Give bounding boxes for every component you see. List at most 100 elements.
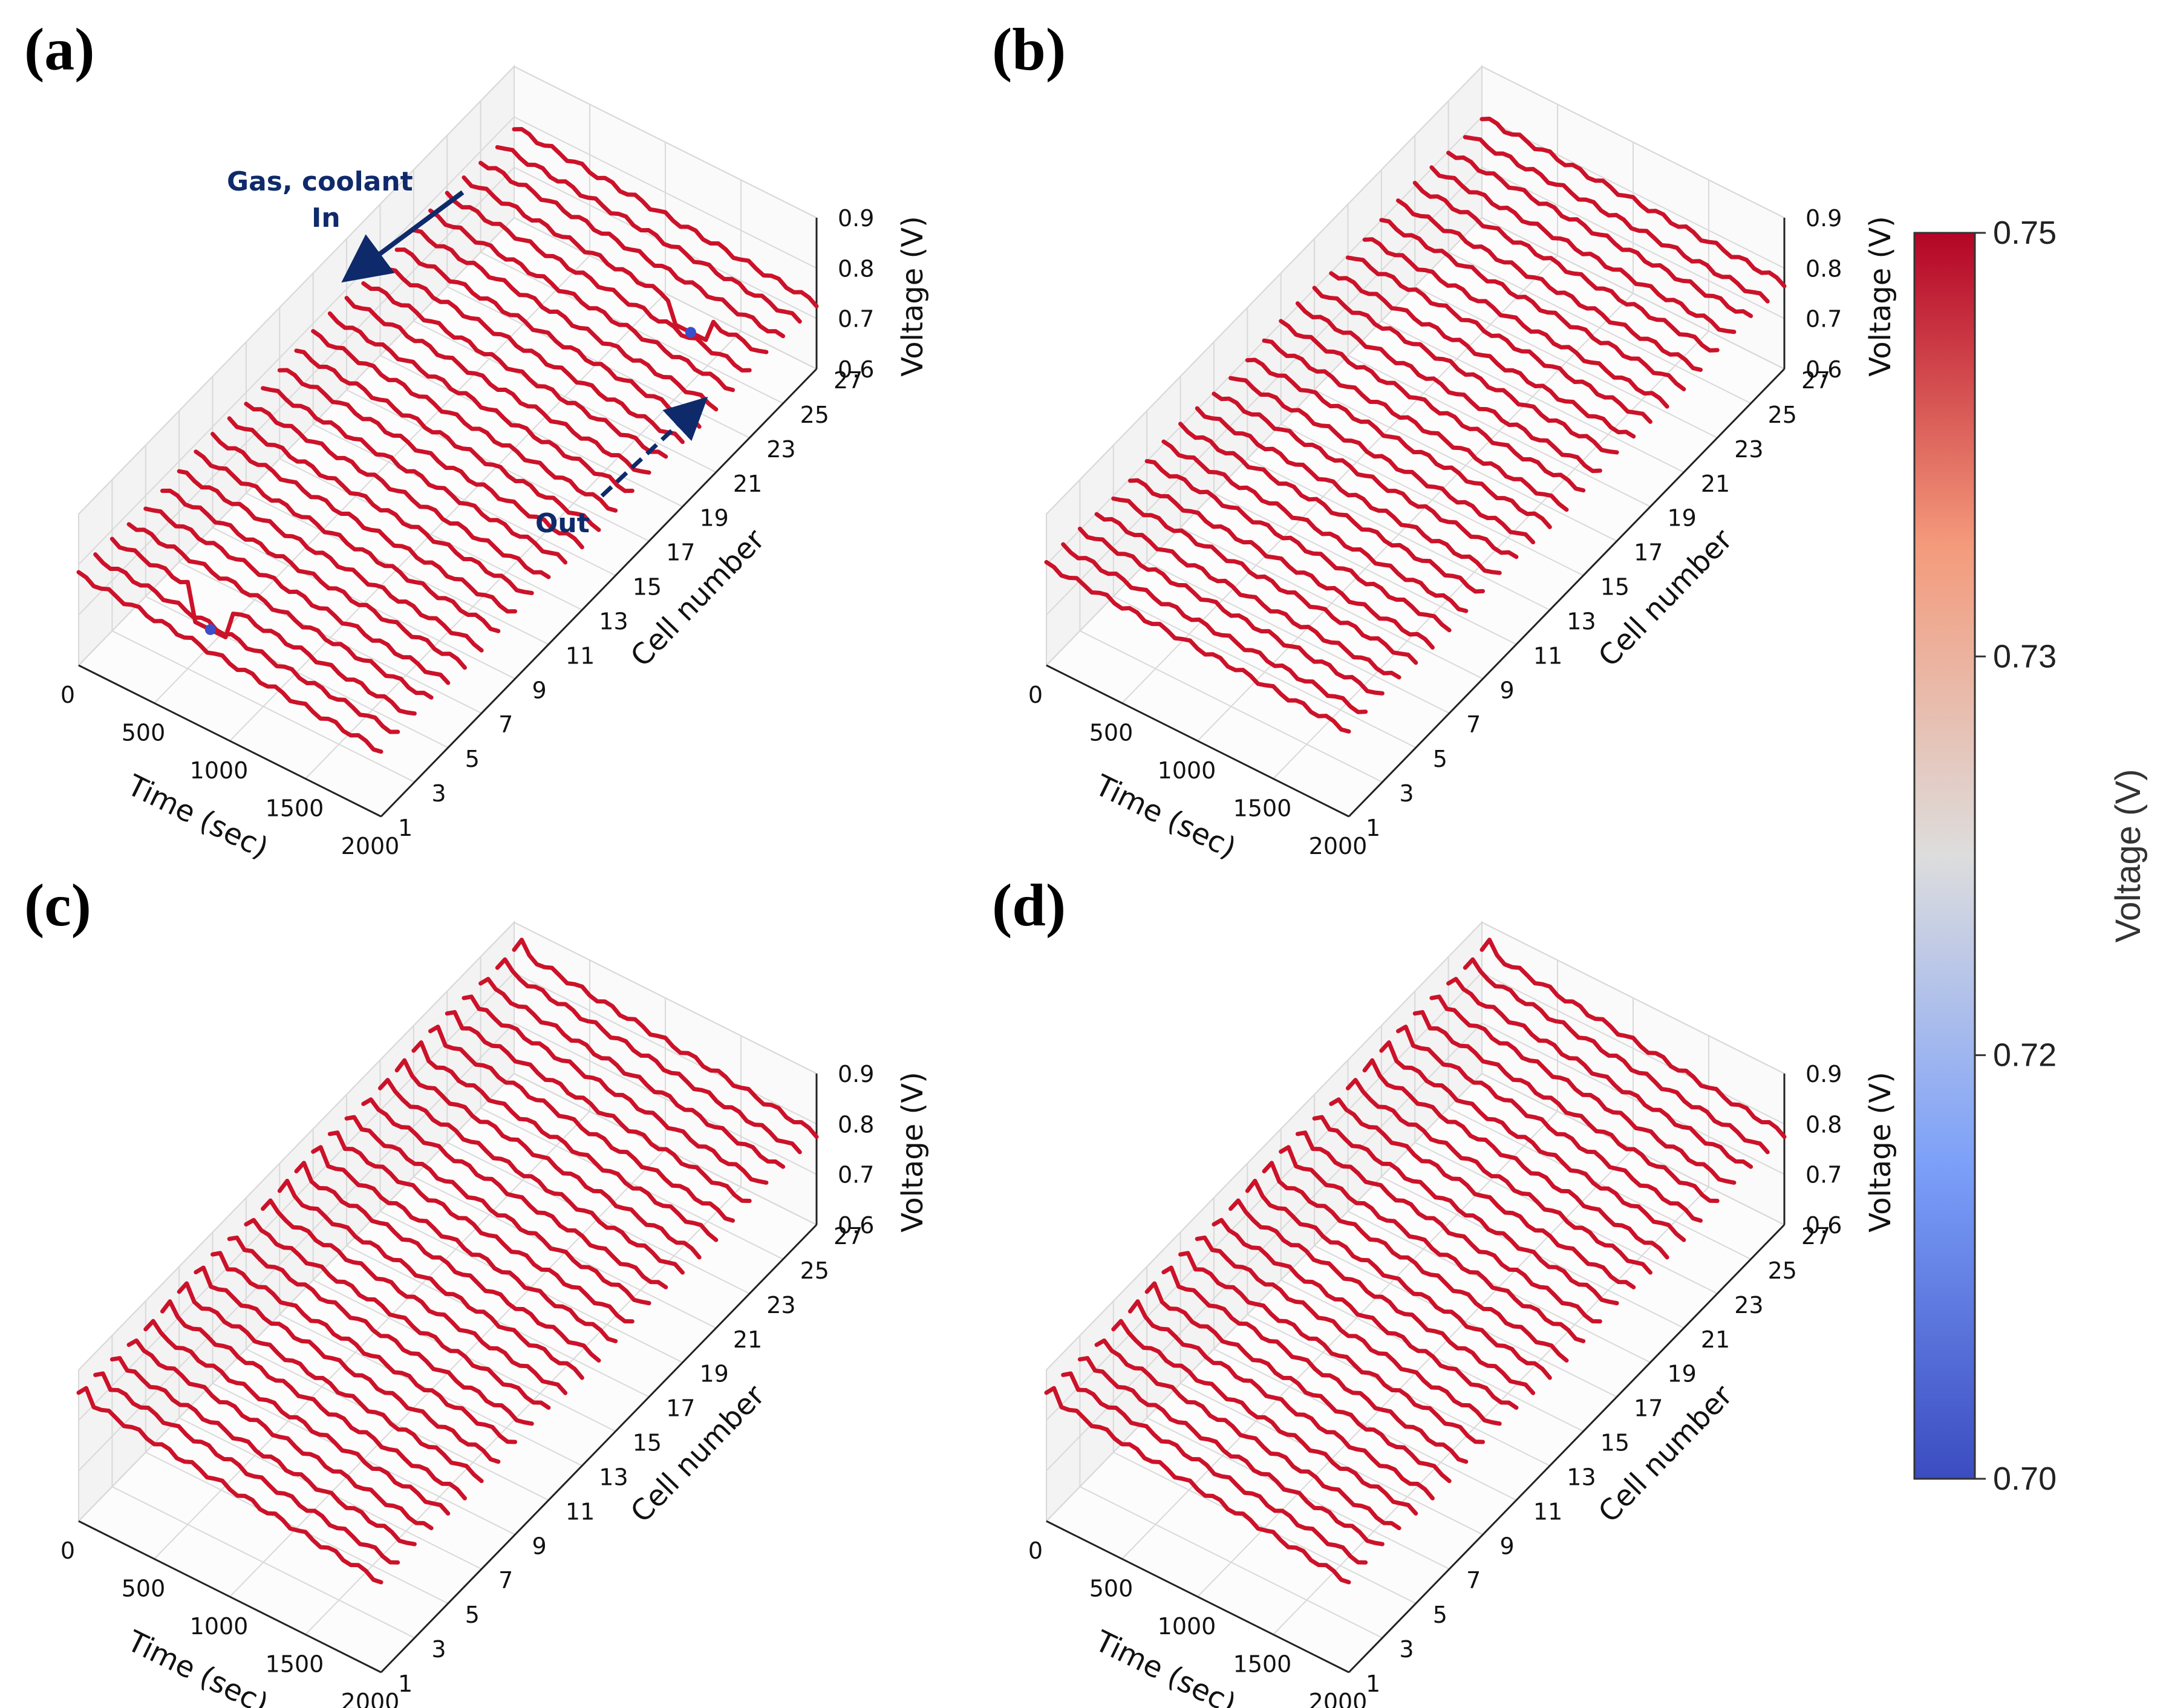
grid-line — [1348, 354, 1651, 507]
cell-trace — [1295, 301, 1602, 474]
grid-line — [1481, 66, 1785, 218]
cell-trace — [93, 552, 400, 734]
x-tick-label: 1500 — [1233, 795, 1292, 822]
grid-line — [514, 116, 817, 269]
cell-trace — [177, 1281, 484, 1484]
cell-trace — [294, 348, 601, 532]
colorbar-tick-label: 0.75 — [1993, 215, 2057, 251]
cell-trace — [1144, 1281, 1452, 1484]
y-tick-label: 27 — [1801, 1223, 1830, 1250]
cell-trace — [160, 488, 467, 670]
panel-a: (a) 050010001500200013579111315171921232… — [24, 16, 930, 865]
flow-annotations: Gas, coolant In Out — [227, 166, 708, 539]
z-tick-label: 0.6 — [838, 356, 874, 383]
arrow-gas-in — [341, 190, 465, 283]
grid-line — [413, 320, 717, 473]
cell-trace — [1077, 1356, 1385, 1547]
colorbar-tick-label: 0.70 — [1993, 1461, 2057, 1497]
colorbar: 0.75 0.73 0.72 0.70 Voltage (V) — [1913, 215, 2148, 1497]
cell-trace — [1312, 285, 1619, 455]
cell-trace — [495, 957, 802, 1155]
grid-line — [1481, 166, 1785, 319]
cell-trace — [126, 1338, 434, 1531]
cell-trace — [1161, 439, 1469, 613]
grid-line — [1280, 423, 1584, 576]
colorbar-tick-label: 0.72 — [1993, 1037, 2057, 1074]
z-tick-label: 0.8 — [1806, 255, 1842, 282]
grid-line — [1481, 217, 1785, 370]
grid-line — [514, 217, 817, 370]
cell-trace — [1329, 1097, 1636, 1289]
cell-trace — [394, 1058, 702, 1260]
cell-trace — [244, 1217, 551, 1410]
grid-line — [313, 423, 616, 576]
y-tick-label: 11 — [566, 642, 595, 669]
x-axis-line — [78, 664, 382, 818]
cell-trace — [1111, 496, 1418, 665]
grid-line — [1481, 972, 1785, 1125]
z-tick-label: 0.9 — [1806, 1061, 1842, 1087]
y-tick-label: 9 — [532, 677, 547, 703]
cell-trace — [411, 228, 719, 412]
x-tick-label: 500 — [122, 1576, 166, 1602]
cell-trace — [311, 329, 618, 513]
cell-trace — [1312, 1115, 1619, 1306]
cell-trace — [1212, 1217, 1519, 1410]
cell-trace — [1127, 478, 1435, 650]
annotation-gas-in-line2: In — [312, 203, 341, 233]
cell-trace — [1111, 1318, 1418, 1516]
y-tick-label: 19 — [699, 505, 728, 532]
y-tick-label: 15 — [1600, 1430, 1629, 1456]
y-tick-label: 21 — [1701, 471, 1730, 497]
grid-line — [229, 293, 666, 742]
cell-trace — [1094, 512, 1401, 680]
y-tick-label: 13 — [1567, 1464, 1596, 1490]
y-tick-label: 3 — [1399, 780, 1414, 807]
x-tick-label: 1000 — [190, 1613, 249, 1640]
annotation-out: Out — [535, 508, 590, 539]
grid-line — [78, 116, 515, 566]
cell-trace — [1178, 1251, 1486, 1444]
grid-line — [1381, 320, 1685, 473]
cell-trace — [294, 1161, 601, 1363]
cell-trace — [277, 1178, 584, 1380]
cell-trace — [445, 191, 752, 373]
cell-trace — [1479, 937, 1787, 1139]
cell-trace — [1195, 406, 1502, 575]
x-tick-label: 500 — [1089, 720, 1134, 746]
cell-traces — [1044, 116, 1787, 734]
y-axis-line — [380, 1224, 818, 1674]
cell-trace — [1429, 165, 1737, 334]
anomaly-marker — [204, 624, 216, 635]
y-axis-line — [380, 368, 818, 818]
cell-trace — [327, 1130, 634, 1324]
cell-trace — [194, 1265, 501, 1464]
cell-trace — [1195, 1235, 1502, 1426]
cell-trace — [1379, 1040, 1686, 1242]
cell-trace — [361, 1097, 668, 1289]
cell-trace — [227, 1235, 534, 1426]
cell-trace — [1061, 542, 1368, 714]
y-tick-label: 17 — [1634, 539, 1663, 566]
cell-trace — [361, 281, 668, 459]
cell-trace — [512, 126, 819, 308]
z-tick-label: 0.8 — [1806, 1111, 1842, 1138]
cell-trace — [344, 296, 651, 475]
cell-trace — [462, 175, 769, 354]
cell-trace — [327, 311, 634, 494]
cell-trace — [143, 506, 451, 685]
x-tick-label: 1000 — [190, 757, 249, 784]
cell-trace — [1228, 376, 1536, 545]
y-tick-label: 15 — [633, 1430, 662, 1456]
y-tick-label: 7 — [498, 1567, 513, 1594]
cell-trace — [495, 145, 802, 324]
grid-line — [1046, 166, 1483, 616]
cell-trace — [377, 266, 685, 445]
x-tick-label: 1000 — [1158, 757, 1216, 784]
cell-trace — [344, 1115, 651, 1306]
grid-line — [111, 630, 415, 783]
y-tick-label: 13 — [599, 608, 628, 634]
y-tick-label: 19 — [699, 1361, 728, 1387]
x-axis-line — [1046, 1520, 1349, 1674]
panel-b-label: (b) — [992, 16, 1066, 83]
